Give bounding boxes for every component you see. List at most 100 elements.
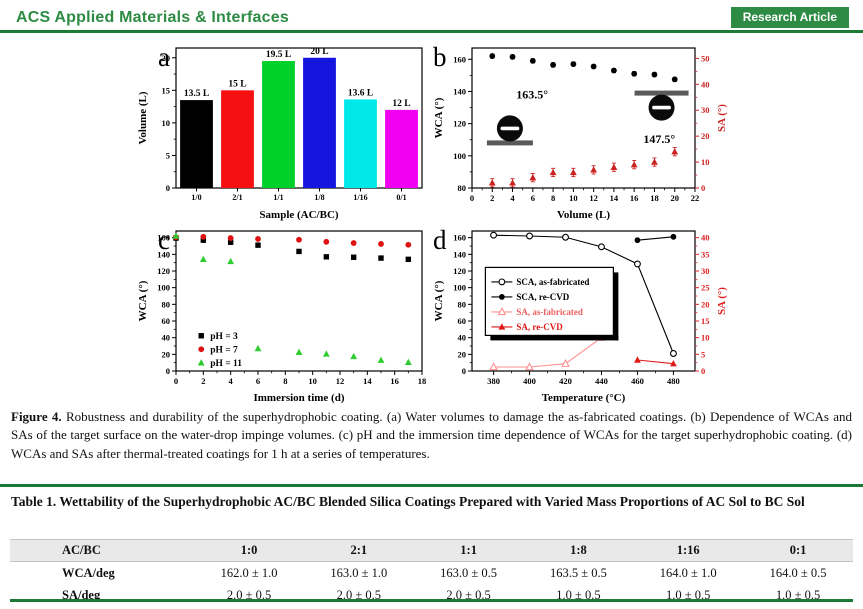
svg-text:0: 0: [462, 366, 466, 376]
svg-text:35: 35: [701, 249, 710, 259]
svg-text:1/8: 1/8: [314, 193, 324, 202]
svg-text:10: 10: [569, 193, 578, 203]
table-row: SA/deg 2.0 ± 0.5 2.0 ± 0.5 2.0 ± 0.5 1.0 ± 0…: [10, 584, 853, 606]
svg-text:c: c: [158, 225, 170, 255]
svg-text:WCA (°): WCA (°): [137, 280, 149, 321]
table-header-cell: 0:1: [743, 539, 853, 562]
table-cell: 2.0 ± 0.5: [446, 587, 491, 602]
svg-text:20: 20: [458, 349, 467, 359]
figure-caption: Figure 4. Robustness and durability of t…: [11, 408, 852, 463]
svg-text:420: 420: [559, 376, 572, 386]
svg-text:30: 30: [701, 105, 710, 115]
svg-text:380: 380: [487, 376, 500, 386]
svg-text:2: 2: [201, 376, 205, 386]
svg-text:8: 8: [551, 193, 555, 203]
table-header-cell: 1:16: [633, 539, 744, 562]
table-cell: 163.5 ± 0.5: [549, 565, 607, 580]
svg-text:80: 80: [162, 299, 171, 309]
svg-text:13.6 L: 13.6 L: [348, 88, 373, 98]
svg-text:460: 460: [631, 376, 644, 386]
svg-text:0: 0: [174, 376, 178, 386]
svg-text:15: 15: [162, 85, 171, 95]
svg-text:2/1: 2/1: [232, 193, 242, 202]
svg-text:4: 4: [229, 376, 234, 386]
table-bottom-rule: [10, 599, 853, 602]
svg-text:163.5°: 163.5°: [516, 87, 548, 101]
svg-text:b: b: [433, 42, 447, 72]
table-header-cell: 1:8: [523, 539, 634, 562]
figure-panel-a: 1/0 2/1 1/1 1/8 1/16 0/1 0 5 10 15 20 Sample (AC/BC…: [137, 42, 423, 221]
svg-text:120: 120: [453, 119, 466, 129]
figure-panel-b: 0 2 4 6 8 10 12 14 16 18 20 22 80 100 120 140 160 0 10 20 30…: [433, 42, 728, 221]
svg-text:0: 0: [166, 366, 170, 376]
table-cell: 1.0 ± 0.5: [775, 587, 821, 602]
svg-text:0: 0: [701, 183, 705, 193]
svg-text:120: 120: [157, 266, 170, 276]
svg-text:25: 25: [701, 283, 710, 293]
svg-text:6: 6: [256, 376, 260, 386]
table-title: Table 1. Wettability of the Superhydroph…: [11, 494, 805, 509]
svg-text:12 L: 12 L: [392, 99, 410, 109]
svg-text:pH = 7: pH = 7: [210, 345, 238, 355]
svg-text:80: 80: [458, 183, 467, 193]
svg-text:440: 440: [595, 376, 608, 386]
svg-text:18: 18: [650, 193, 659, 203]
svg-text:WCA (°): WCA (°): [433, 280, 445, 321]
svg-text:Immersion time (d): Immersion time (d): [253, 392, 344, 404]
svg-text:SA, as-fabricated: SA, as-fabricated: [516, 307, 583, 317]
svg-text:SA, re-CVD: SA, re-CVD: [516, 322, 563, 332]
table-row-label: WCA/deg: [62, 565, 115, 580]
svg-text:0: 0: [470, 193, 474, 203]
svg-text:10: 10: [308, 376, 317, 386]
table-row-label: SA/deg: [62, 587, 101, 602]
figure-panel-d: 380 400 420 440 460 480 0 20 40 60 80 100 120 140 160 0…: [433, 225, 728, 404]
svg-text:12: 12: [336, 376, 345, 386]
svg-text:140: 140: [453, 86, 466, 96]
figure-caption-text: Robustness and durability of the superhy…: [11, 409, 852, 461]
table-cell: 2.0 ± 0.5: [336, 587, 381, 602]
svg-text:20 L: 20 L: [310, 47, 328, 57]
table-row: WCA/deg 162.0 ± 1.0 163.0 ± 1.0 163.0 ± 0.5…: [10, 562, 853, 585]
svg-text:SCA, re-CVD: SCA, re-CVD: [516, 292, 569, 302]
svg-text:0/1: 0/1: [396, 193, 406, 202]
svg-text:Volume (L): Volume (L): [137, 91, 149, 144]
svg-text:SA (°): SA (°): [716, 287, 728, 315]
svg-text:160: 160: [157, 233, 170, 243]
svg-text:20: 20: [701, 131, 710, 141]
svg-text:20: 20: [162, 53, 171, 63]
svg-text:10: 10: [162, 118, 171, 128]
svg-text:50: 50: [701, 53, 710, 63]
svg-text:13.5 L: 13.5 L: [184, 89, 209, 99]
svg-text:Volume (L): Volume (L): [557, 209, 610, 221]
figure-panel-c: 0 2 4 6 8 10 12 14 16 18 0 20 40 60 80 100 120 140 160 Imme…: [137, 225, 426, 404]
svg-text:14: 14: [363, 376, 372, 386]
svg-text:480: 480: [667, 376, 680, 386]
wettability-table: AC/BC 1:0 2:1 1:1 1:8 1:16 0:1 WCA/deg 162.0 ± 1…: [10, 539, 853, 606]
svg-text:140: 140: [453, 249, 466, 259]
svg-text:16: 16: [630, 193, 639, 203]
svg-text:22: 22: [691, 193, 700, 203]
svg-text:60: 60: [162, 316, 171, 326]
svg-text:a: a: [158, 42, 170, 72]
table-cell: 164.0 ± 1.0: [659, 565, 717, 580]
svg-text:Temperature (°C): Temperature (°C): [542, 392, 626, 404]
svg-text:147.5°: 147.5°: [643, 132, 675, 146]
svg-text:8: 8: [283, 376, 287, 386]
svg-text:60: 60: [458, 316, 467, 326]
svg-text:100: 100: [453, 151, 466, 161]
svg-text:15: 15: [701, 316, 710, 326]
svg-text:pH = 11: pH = 11: [210, 359, 242, 369]
svg-text:1/16: 1/16: [353, 193, 367, 202]
svg-text:pH = 3: pH = 3: [210, 332, 238, 342]
table-cell: 164.0 ± 0.5: [769, 565, 827, 580]
table-header-cell: 2:1: [303, 539, 414, 562]
svg-text:6: 6: [531, 193, 535, 203]
svg-text:SCA, as-fabricated: SCA, as-fabricated: [516, 277, 589, 287]
table-header-cell: 1:0: [194, 539, 304, 562]
svg-text:120: 120: [453, 266, 466, 276]
svg-text:Sample (AC/BC): Sample (AC/BC): [259, 209, 338, 221]
figure-caption-lead: Figure 4.: [11, 409, 62, 424]
svg-text:10: 10: [701, 333, 710, 343]
svg-text:14: 14: [610, 193, 619, 203]
svg-text:1/0: 1/0: [191, 193, 201, 202]
